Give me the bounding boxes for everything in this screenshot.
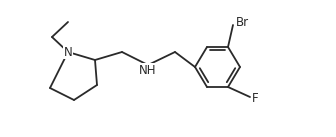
- Text: N: N: [64, 45, 72, 58]
- Text: F: F: [252, 92, 259, 105]
- Text: Br: Br: [236, 15, 249, 28]
- Text: NH: NH: [139, 64, 157, 76]
